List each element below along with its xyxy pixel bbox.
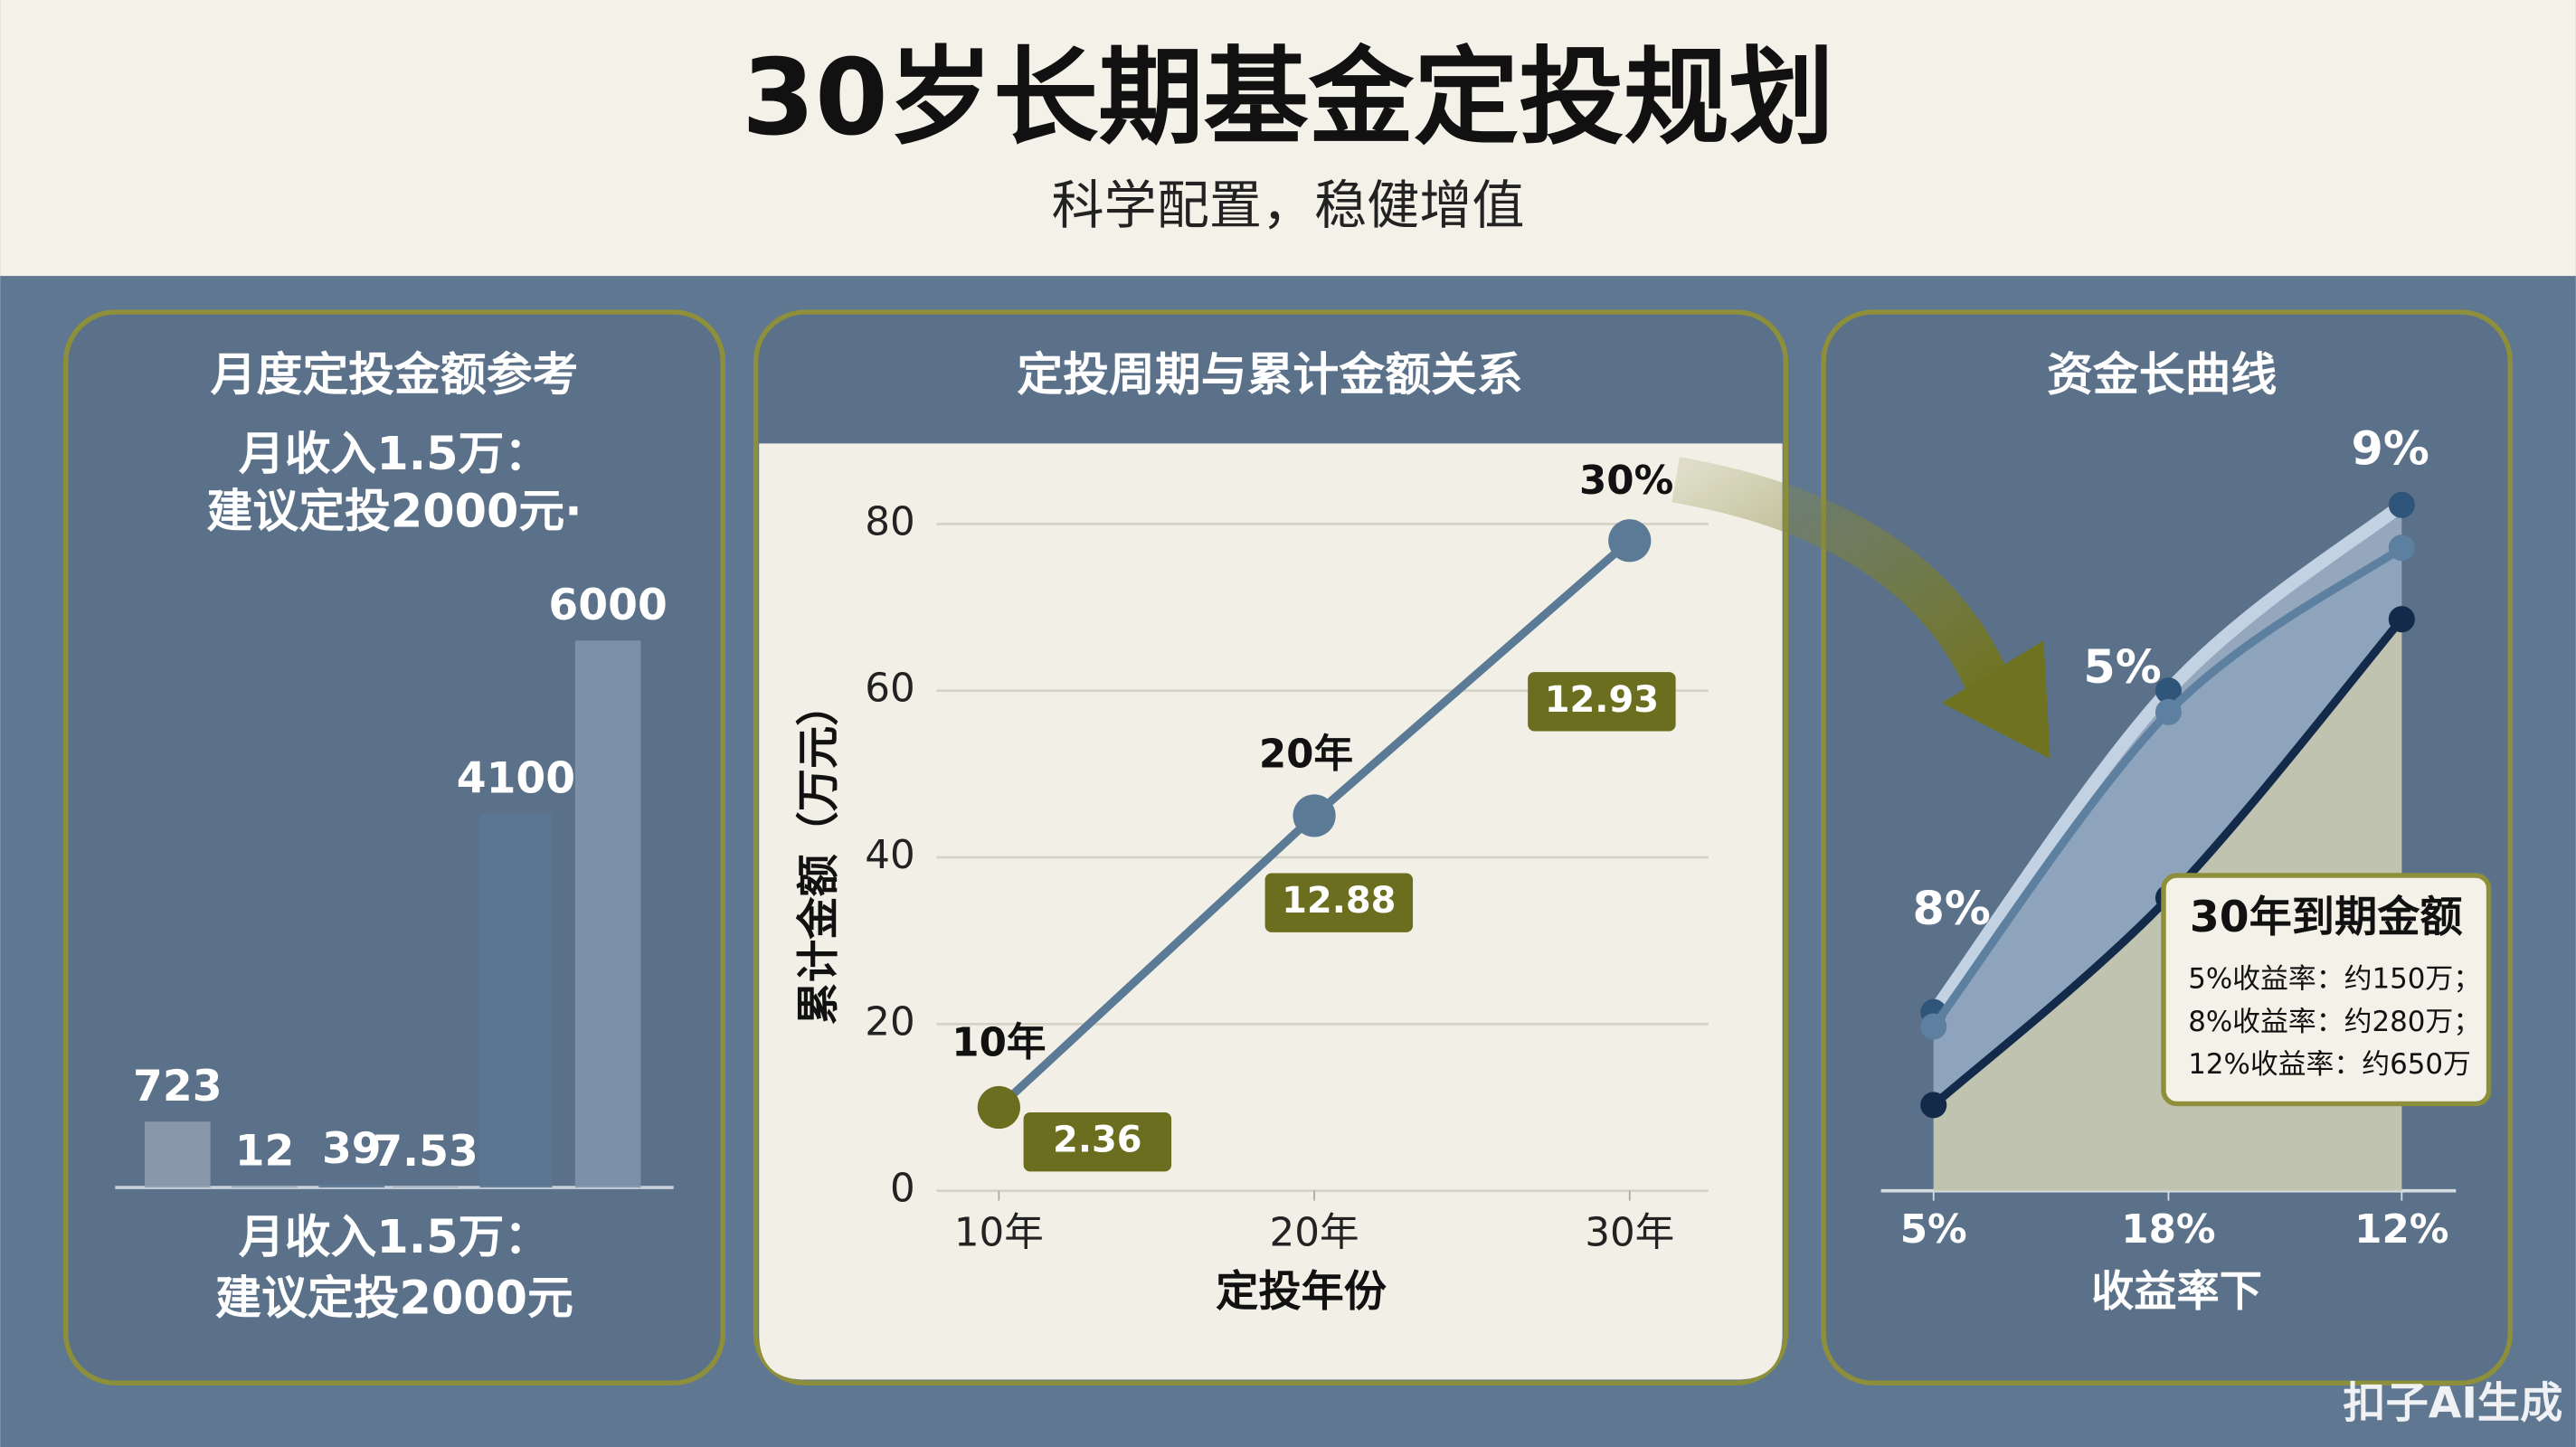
y-tick-label: 60 [865,667,914,712]
y-axis-label: 累计金额（万元） [794,684,844,1026]
point-label: 20年 [1259,733,1353,778]
data-point [1608,519,1652,563]
bar-value-label: 12 [235,1127,295,1177]
data-point [2388,491,2415,518]
bar-value-label: 7.53 [373,1127,478,1177]
chart-title: 资金长曲线 [2047,348,2277,402]
y-tick-label: 0 [890,1167,915,1212]
arrow [1672,457,2012,699]
data-point [1293,794,1336,837]
bar [479,813,553,1188]
bar [574,640,641,1188]
annotation: 2.36 [1053,1120,1142,1161]
legend-box [2161,873,2492,1107]
arrow-head [1941,640,2050,760]
annotation: 8% [1913,882,1991,935]
chart-note: 建议定投2000元 [215,1271,573,1324]
bar [318,1184,385,1188]
legend-title: 30年到期金额 [2190,893,2463,942]
point-label: 30% [1579,459,1673,504]
x-tick-label: 30年 [1585,1211,1674,1256]
x-axis-label: 收益率下 [2091,1267,2262,1317]
data-point [2155,698,2182,725]
annotation-box [1264,873,1414,932]
page-subtitle: 科学配置，稳健增值 [1052,175,1525,236]
data-point [2388,534,2415,562]
x-tick-label: 12% [2354,1207,2448,1253]
data-point [2155,677,2182,705]
x-axis-label: 定投年份 [1216,1267,1387,1317]
chart-note: 月收入1.5万： [239,1210,550,1263]
chart-subtitle: 月收入1.5万： [239,427,550,480]
legend-item: 8%收益率：约280万； [2188,1006,2481,1038]
header [0,0,2576,277]
chart-title: 定投周期与累计金额关系 [1017,348,1522,402]
annotation: 12.88 [1282,880,1396,922]
x-tick-label: 5% [1900,1207,1967,1253]
bar-value-label: 39 [322,1124,382,1174]
data-point [1920,1013,1947,1040]
legend-item: 12%收益率：约650万 [2188,1048,2471,1081]
x-tick-label: 10年 [954,1211,1044,1256]
annotation-box [1528,672,1676,732]
x-tick-label: 20年 [1270,1211,1359,1256]
bar [144,1121,211,1188]
y-tick-label: 20 [865,999,914,1045]
y-tick-label: 80 [865,499,914,544]
data-point [1920,1092,1947,1119]
legend-item: 5%收益率：约150万； [2188,963,2481,996]
panel [63,309,725,1386]
data-point [977,1085,1020,1130]
data-point [2388,606,2415,633]
annotation: 12.93 [1545,679,1659,721]
annotation: 5% [2083,640,2161,694]
bar-value-label: 4100 [457,753,575,803]
chart-title: 月度定投金额参考 [211,348,579,402]
y-tick-label: 40 [865,833,914,878]
x-tick-label: 18% [2121,1207,2215,1253]
page-title: 30岁长期基金定投规划 [742,37,1834,159]
chart-subtitle: 建议定投2000元· [207,484,582,537]
point-label: 10年 [952,1021,1046,1066]
annotation: 9% [2351,421,2429,475]
bar-value-label: 6000 [548,581,667,630]
bar-value-label: 723 [133,1062,223,1111]
watermark: 扣子AI生成 [2343,1379,2562,1429]
annotation-box [1023,1111,1172,1172]
